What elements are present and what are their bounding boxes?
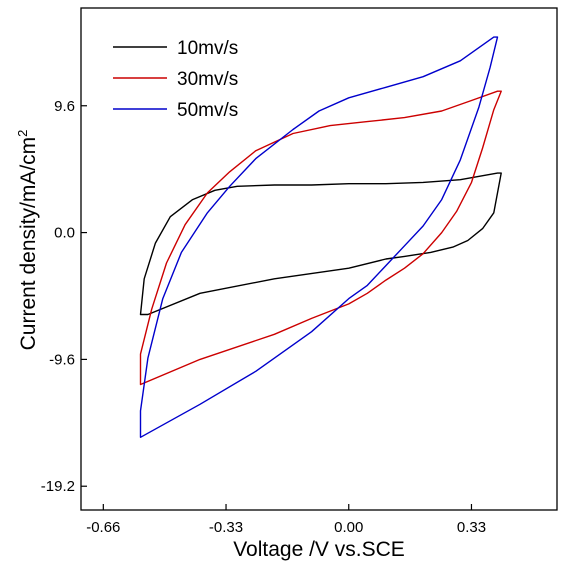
y-axis-title: Current density/mA/cm2 [15, 130, 40, 351]
ticks-group: -0.66 -0.33 0.00 0.33 -19.2 -9.6 0.0 9.6 [41, 98, 486, 536]
x-tick-label: -0.33 [209, 519, 243, 536]
y-tick-label: 0.0 [54, 225, 75, 242]
x-axis-title: Voltage /V vs.SCE [233, 538, 405, 561]
legend-label: 50mv/s [177, 100, 238, 121]
x-tick-label: 0.33 [457, 519, 486, 536]
series-group [139, 36, 502, 438]
legend-label: 10mv/s [177, 38, 238, 59]
y-tick-label: -9.6 [49, 351, 75, 368]
y-axis-title-main: Current density/mA/cm [17, 137, 40, 351]
series-line-10mvs [139, 172, 502, 316]
plot-frame [80, 7, 558, 511]
x-tick-label: -0.66 [86, 519, 120, 536]
series-line-50mvs [139, 36, 499, 438]
y-tick-label: -19.2 [41, 478, 75, 495]
y-axis-title-sup: 2 [15, 130, 30, 137]
y-tick-label: 9.6 [54, 98, 75, 115]
series-line-30mvs [139, 90, 502, 386]
legend-label: 30mv/s [177, 69, 238, 90]
legend: 10mv/s 30mv/s 50mv/s [113, 38, 238, 121]
x-tick-label: 0.00 [334, 519, 363, 536]
